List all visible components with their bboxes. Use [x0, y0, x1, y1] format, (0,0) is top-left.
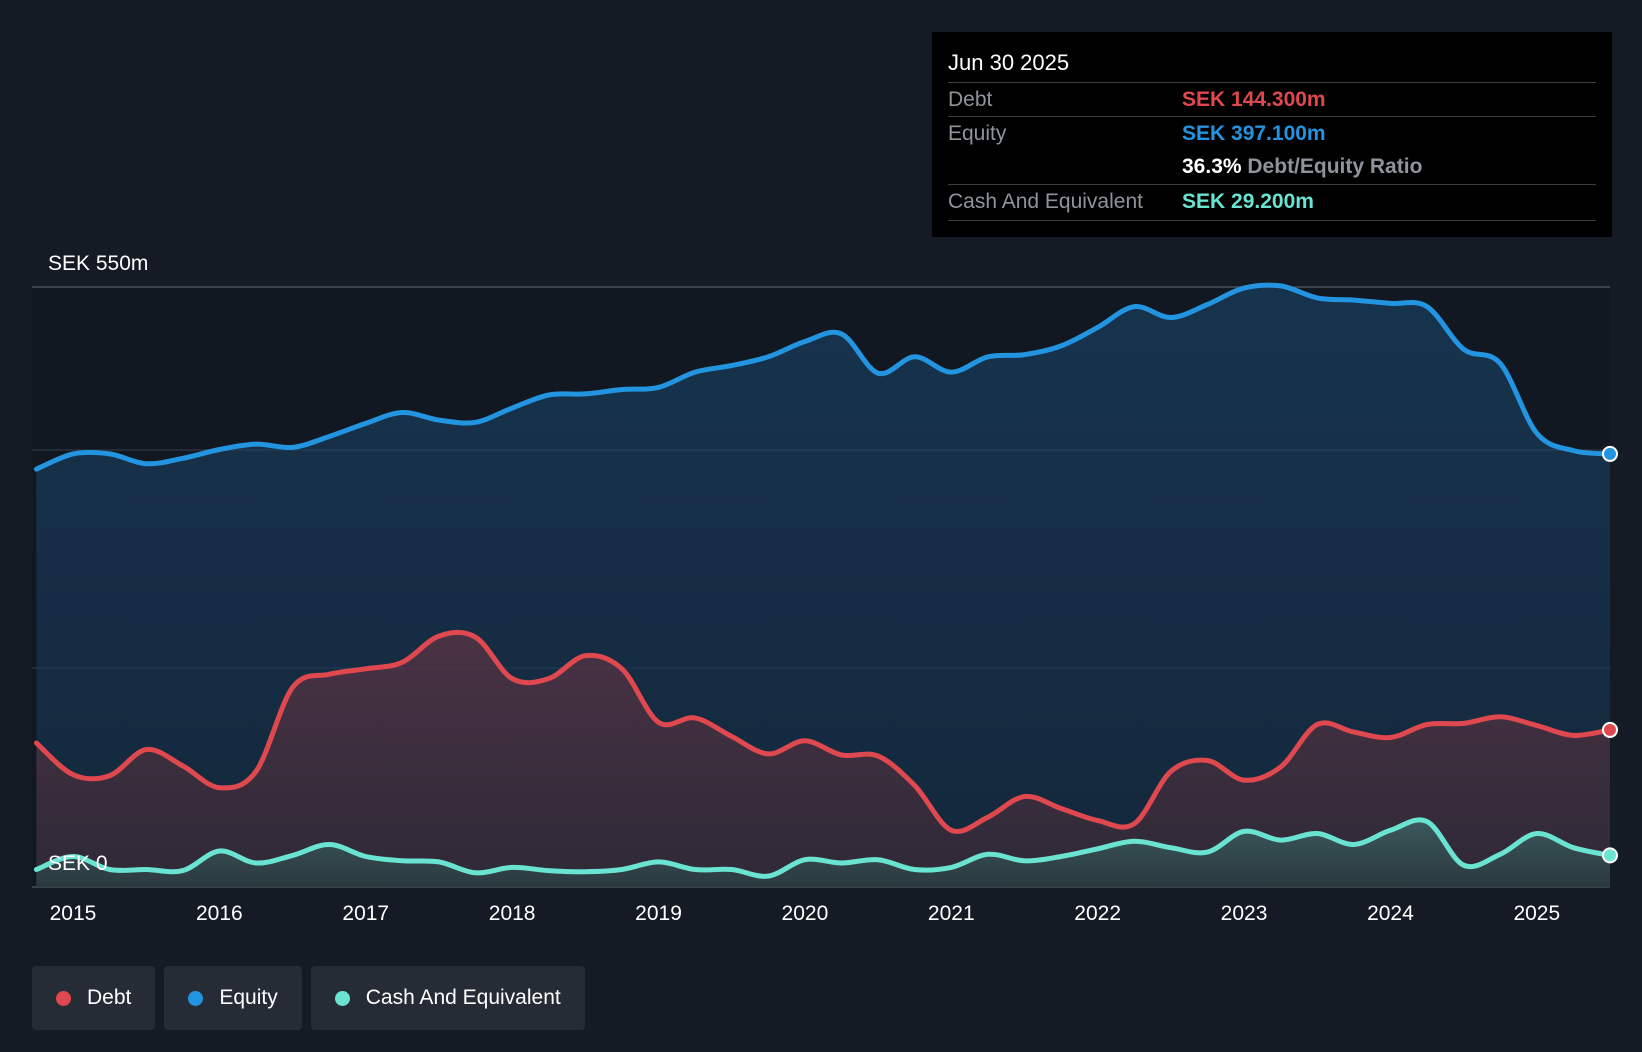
debt-line [33, 629, 1613, 834]
tooltip-divider [948, 220, 1596, 221]
x-tick-label-2021: 2021 [928, 902, 975, 925]
legend-cash-label: Cash And Equivalent [365, 986, 561, 1009]
tooltip-equity-value: SEK 397.100m [1182, 122, 1326, 145]
tooltip-cash-label: Cash And Equivalent [948, 190, 1143, 213]
x-tick-label-2020: 2020 [782, 902, 829, 925]
equity-end-marker[interactable] [1602, 445, 1618, 462]
legend-item-equity[interactable]: Equity [164, 966, 302, 1030]
x-tick-label-2017: 2017 [342, 902, 389, 925]
tooltip-ratio-value: 36.3% [1182, 155, 1242, 178]
tooltip-debt-value: SEK 144.300m [1182, 88, 1326, 111]
equity-dot-icon [188, 990, 204, 1006]
legend-debt-label: Debt [87, 986, 132, 1009]
tooltip-ratio-row: 36.3% Debt/Equity Ratio [948, 150, 1596, 184]
x-tick-label-2025: 2025 [1513, 902, 1560, 925]
cash-and-equivalent-area [36, 819, 1610, 887]
cash-dot-icon [334, 990, 350, 1006]
tooltip-equity-row: Equity SEK 397.100m [948, 116, 1596, 151]
tooltip-cash-value: SEK 29.200m [1182, 190, 1314, 213]
tooltip-ratio-label: Debt/Equity Ratio [1247, 155, 1423, 178]
tooltip-panel: Jun 30 2025 Debt SEK 144.300m Equity SEK… [932, 32, 1612, 237]
tooltip-debt-label: Debt [948, 88, 993, 111]
legend: Debt Equity Cash And Equivalent [32, 966, 585, 1030]
x-tick-label-2022: 2022 [1074, 902, 1121, 925]
legend-item-cash[interactable]: Cash And Equivalent [310, 966, 585, 1030]
x-tick-label-2024: 2024 [1367, 902, 1414, 925]
legend-equity-label: Equity [219, 986, 278, 1009]
x-tick-label-2023: 2023 [1221, 902, 1268, 925]
equity-line [33, 282, 1613, 472]
legend-item-debt[interactable]: Debt [32, 966, 156, 1030]
tooltip-ratio: 36.3% Debt/Equity Ratio [1182, 150, 1422, 184]
tooltip-cash-row: Cash And Equivalent SEK 29.200m [948, 184, 1596, 219]
cash-and-equivalent-end-marker[interactable] [1602, 847, 1618, 864]
debt-dot-icon [56, 990, 71, 1006]
tooltip-date: Jun 30 2025 [948, 50, 1070, 75]
y-axis-top-label: SEK 550m [48, 252, 148, 275]
y-axis-zero-label: SEK 0 [48, 852, 108, 875]
x-tick-label-2015: 2015 [50, 902, 97, 925]
x-tick-label-2019: 2019 [635, 902, 682, 925]
cash-and-equivalent-line [33, 817, 1613, 879]
debt-end-marker[interactable] [1602, 721, 1618, 738]
tooltip-equity-label: Equity [948, 122, 1007, 145]
x-tick-label-2018: 2018 [489, 902, 536, 925]
x-tick-label-2016: 2016 [196, 902, 243, 925]
debt-area [36, 632, 1610, 887]
tooltip-debt-row: Debt SEK 144.300m [948, 82, 1596, 117]
